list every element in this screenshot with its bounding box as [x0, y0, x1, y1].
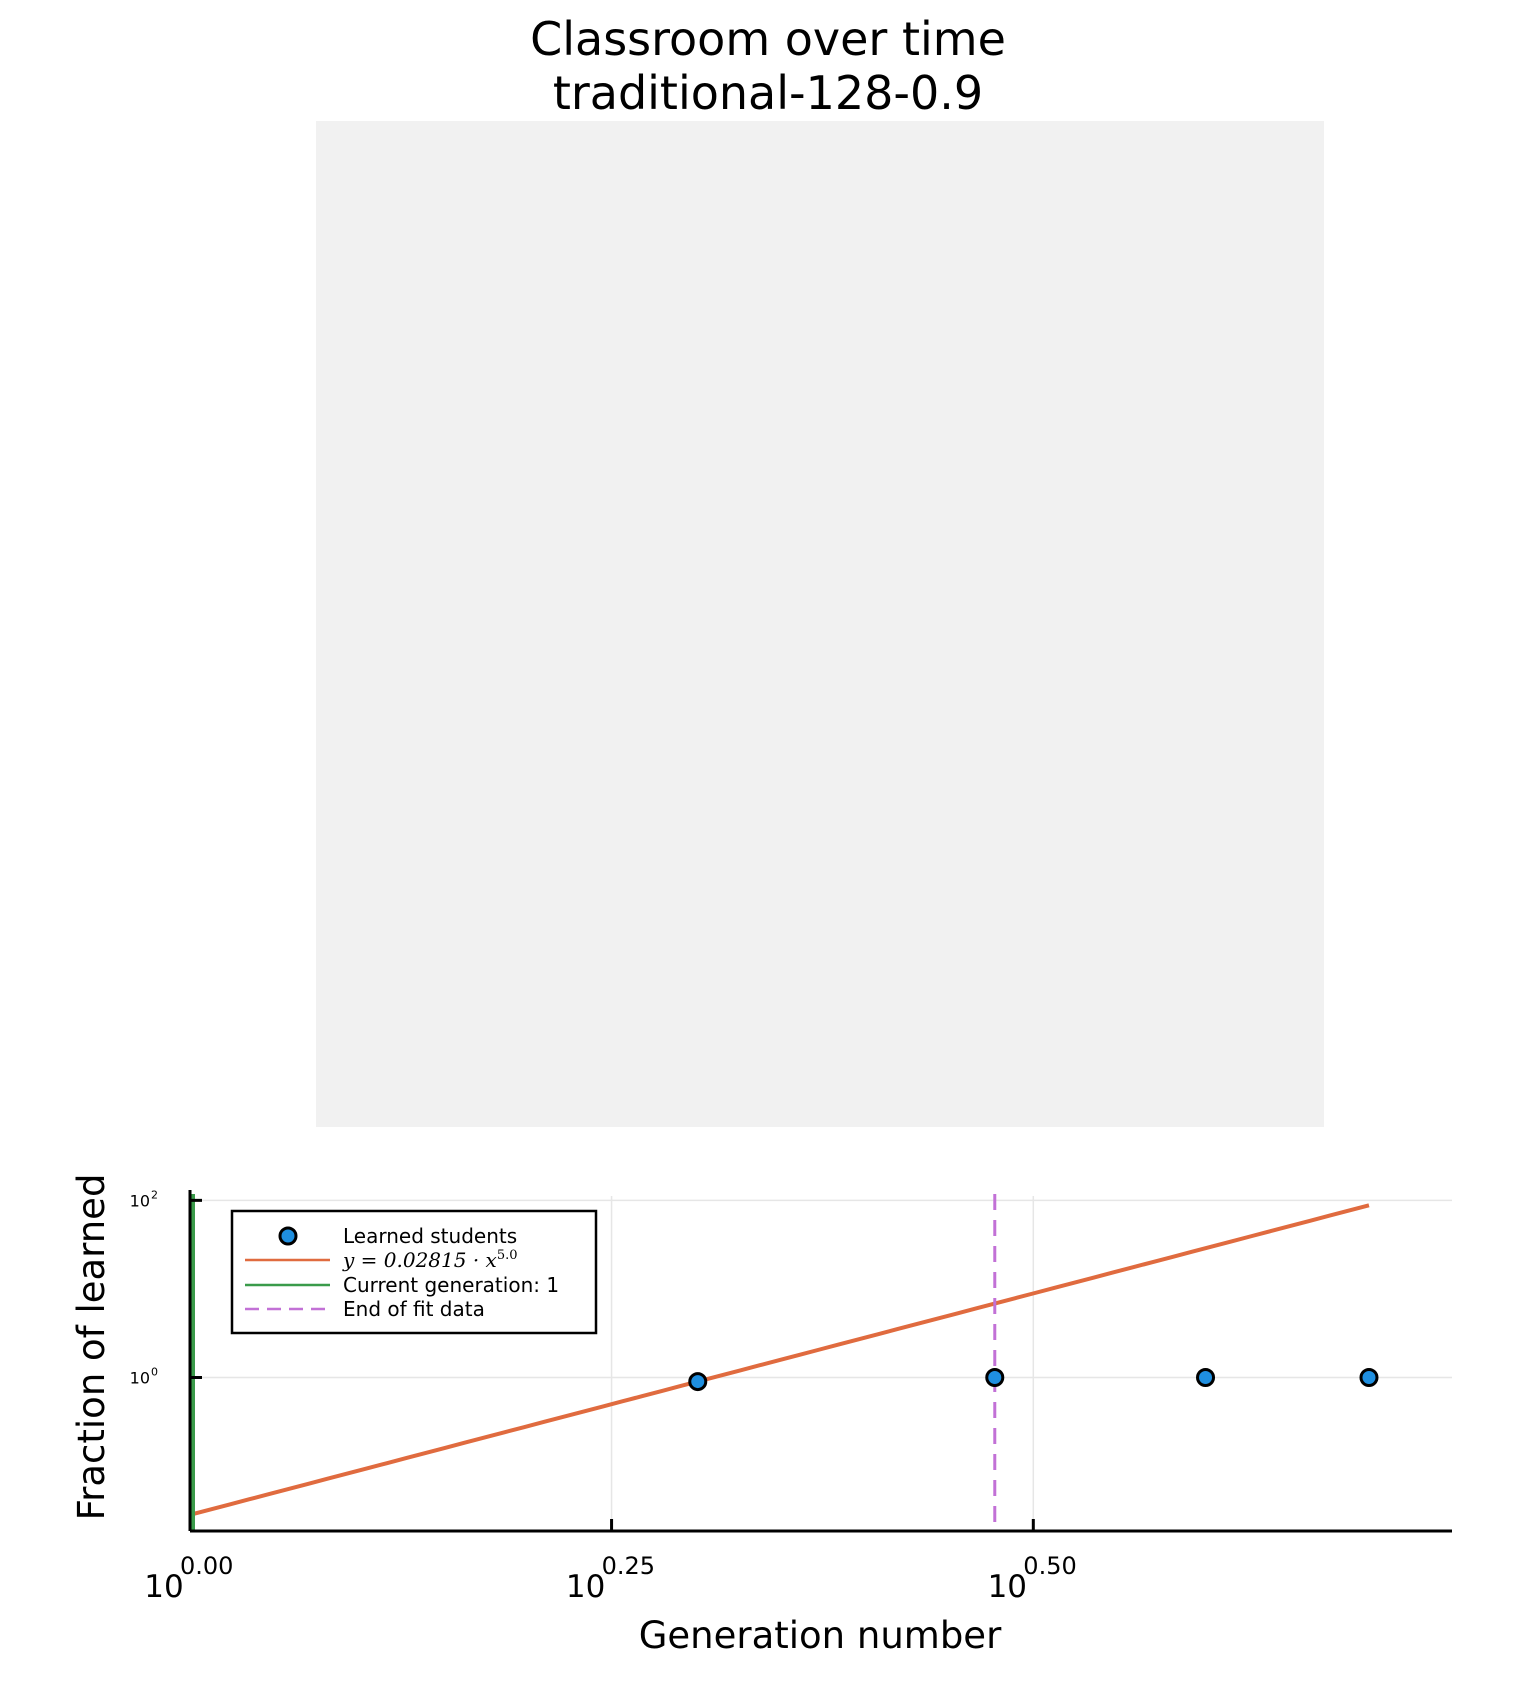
legend-label: y = 0.02815 · x5.0	[342, 1248, 518, 1272]
x-tick-label: 10	[144, 1569, 183, 1605]
y-tick-exponent: 0	[151, 1366, 158, 1379]
legend-label: Current generation: 1	[343, 1273, 559, 1297]
chart-subtitle: traditional-128-0.9	[552, 66, 984, 120]
legend-label: End of fit data	[343, 1297, 485, 1321]
x-tick-exponent: 0.25	[602, 1552, 655, 1580]
plot-series	[189, 1194, 1379, 1531]
x-tick-label: 10	[566, 1569, 605, 1605]
axes	[188, 1190, 1452, 1533]
x-tick-exponent: 0.00	[180, 1552, 233, 1580]
fit-line	[189, 1203, 1370, 1517]
chart-title: Classroom over time	[530, 12, 1006, 66]
data-point	[1359, 1368, 1379, 1388]
y-tick-label: 10	[130, 1191, 150, 1210]
heatmap-panel	[316, 121, 1324, 1127]
data-point	[985, 1368, 1005, 1388]
x-axis-label: Generation number	[639, 1614, 1002, 1657]
y-axis-label: Fraction of learned	[70, 1174, 113, 1521]
legend-marker-circle	[278, 1226, 298, 1246]
x-tick-label: 10	[988, 1569, 1027, 1605]
legend-label: Learned students	[343, 1224, 517, 1248]
data-point	[1196, 1368, 1216, 1388]
y-tick-exponent: 2	[151, 1188, 158, 1201]
data-point	[688, 1372, 708, 1392]
y-tick-label: 10	[130, 1369, 150, 1388]
x-tick-exponent: 0.50	[1023, 1552, 1076, 1580]
